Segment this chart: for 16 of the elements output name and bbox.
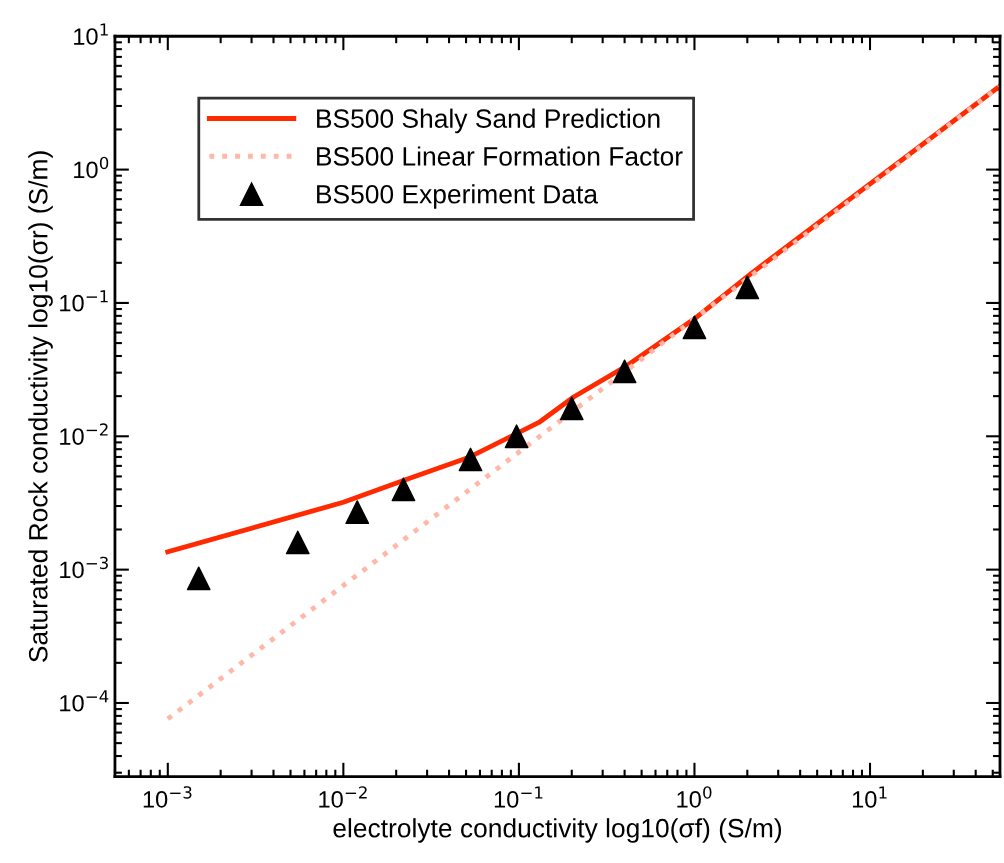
x-tick-label: 10$^{1}$	[852, 786, 887, 808]
y-tick-label: 10$^{0}$	[74, 156, 109, 179]
x-axis-title: electrolyte conductivity log10(σf) (S/m)	[333, 818, 782, 843]
x-tick-label: 10$^{0}$	[677, 786, 712, 808]
y-tick-label: 10$^{1}$	[74, 23, 108, 45]
x-tick-label: 10$^{−3}$	[143, 786, 192, 808]
y-tick-label: 10$^{−4}$	[60, 690, 109, 712]
legend-label: BS500 Linear Formation Factor	[317, 146, 683, 166]
y-tick-label: 10$^{−2}$	[60, 423, 108, 445]
legend-label: BS500 Experiment Data	[317, 184, 598, 209]
y-tick-label: 10$^{−3}$	[60, 556, 108, 579]
legend-label: BS500 Shaly Sand Prediction	[317, 108, 660, 134]
y-axis-title: Saturated Rock conductivity log10(σr) (S/m)	[28, 151, 53, 662]
y-tick-label: 10$^{−1}$	[60, 290, 108, 312]
x-tick-label: 10$^{−1}$	[494, 786, 543, 808]
x-tick-label: 10$^{−2}$	[319, 786, 367, 808]
